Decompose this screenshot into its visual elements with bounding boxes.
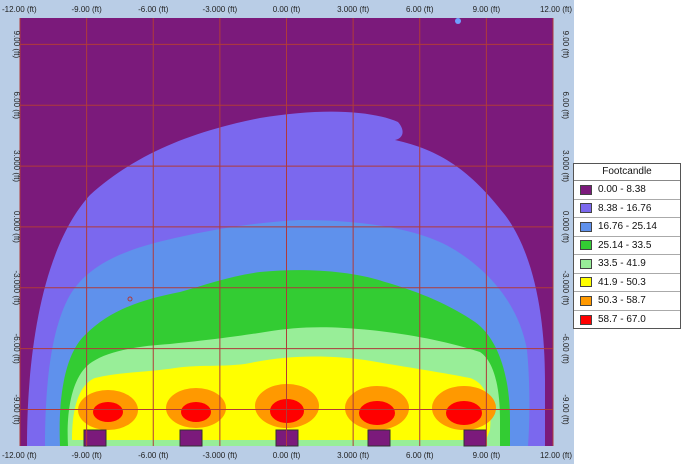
y-tick-left-0: 9.00 (ft) [12, 31, 21, 59]
luminaire-1 [83, 429, 107, 447]
y-tick-left-1: 6.00 (ft) [12, 91, 21, 119]
illuminance-contour-plot: -12.00 (ft) -9.00 (ft) -6.00 (ft) -3.000 (f… [0, 0, 574, 464]
x-tick-bottom-6: 6.00 (ft) [406, 451, 434, 460]
legend-item: 0.00 - 8.38 [574, 181, 680, 200]
legend-range-label: 41.9 - 50.3 [598, 276, 646, 288]
y-tick-right-3: 0.000 (ft) [561, 211, 570, 243]
y-tick-left-6: -9.00 (ft) [12, 394, 21, 425]
x-tick-bottom-4: 0.00 (ft) [273, 451, 301, 460]
x-tick-top-7: 9.00 (ft) [473, 5, 501, 14]
footcandle-legend: Footcandle 0.00 - 8.38 8.38 - 16.76 16.76 … [573, 163, 681, 329]
legend-item: 50.3 - 58.7 [574, 292, 680, 311]
x-tick-top-2: -6.00 (ft) [138, 5, 169, 14]
marker-dot-left [127, 296, 133, 302]
x-axis-bottom-ticks: -12.00 (ft) -9.00 (ft) -6.00 (ft) -3.000 (f… [2, 451, 572, 460]
y-tick-right-6: -9.00 (ft) [561, 394, 570, 425]
legend-range-label: 33.5 - 41.9 [598, 258, 646, 270]
luminaire-2 [179, 429, 203, 447]
x-tick-bottom-0: -12.00 (ft) [2, 451, 37, 460]
y-tick-right-2: 3.000 (ft) [561, 150, 570, 182]
legend-range-label: 58.7 - 67.0 [598, 314, 646, 326]
legend-range-label: 25.14 - 33.5 [598, 239, 652, 251]
legend-swatch [580, 295, 592, 306]
x-tick-bottom-1: -9.00 (ft) [72, 451, 103, 460]
legend-item: 58.7 - 67.0 [574, 311, 680, 330]
x-tick-bottom-3: -3.000 (ft) [203, 451, 238, 460]
x-axis-top-ticks: -12.00 (ft) -9.00 (ft) -6.00 (ft) -3.000 (f… [2, 5, 572, 14]
x-tick-top-6: 6.00 (ft) [406, 5, 434, 14]
x-tick-bottom-7: 9.00 (ft) [473, 451, 501, 460]
legend-swatch [580, 240, 592, 251]
legend-item: 8.38 - 16.76 [574, 200, 680, 218]
marker-dot-top [455, 18, 461, 24]
y-axis-left-ticks: 9.00 (ft) 6.00 (ft) 3.000 (ft) 0.000 (ft) -3… [12, 31, 21, 425]
contour-map: -12.00 (ft) -9.00 (ft) -6.00 (ft) -3.000 (f… [0, 0, 574, 464]
y-tick-right-4: -3.000 (ft) [561, 270, 570, 305]
legend-item: 25.14 - 33.5 [574, 237, 680, 255]
legend-item: 41.9 - 50.3 [574, 274, 680, 292]
grid-lines [19, 18, 554, 446]
x-tick-top-5: 3.000 (ft) [337, 5, 369, 14]
hotspot-red-5 [446, 401, 482, 425]
legend-range-label: 16.76 - 25.14 [598, 221, 657, 233]
x-tick-bottom-8: 12.00 (ft) [540, 451, 572, 460]
legend-item: 33.5 - 41.9 [574, 255, 680, 274]
y-tick-left-2: 3.000 (ft) [12, 150, 21, 182]
y-tick-left-4: -3.000 (ft) [12, 270, 21, 305]
legend-swatch [580, 314, 592, 325]
legend-rows: 0.00 - 8.38 8.38 - 16.76 16.76 - 25.14 25.1… [574, 181, 680, 329]
legend-swatch [580, 277, 592, 288]
x-tick-top-4: 0.00 (ft) [273, 5, 301, 14]
y-tick-right-5: -6.00 (ft) [561, 334, 570, 365]
hotspot-red-4 [359, 401, 395, 425]
x-tick-bottom-5: 3.000 (ft) [337, 451, 369, 460]
legend-swatch [580, 221, 592, 232]
legend-swatch [580, 184, 592, 195]
x-tick-top-1: -9.00 (ft) [72, 5, 103, 14]
x-tick-top-0: -12.00 (ft) [2, 5, 37, 14]
luminaire-5 [463, 429, 487, 447]
legend-range-label: 8.38 - 16.76 [598, 202, 652, 214]
x-tick-top-8: 12.00 (ft) [540, 5, 572, 14]
legend-title: Footcandle [574, 164, 680, 181]
y-axis-right-ticks: 9.00 (ft) 6.00 (ft) 3.000 (ft) 0.000 (ft) -3… [561, 31, 570, 425]
legend-range-label: 50.3 - 58.7 [598, 295, 646, 307]
legend-swatch [580, 203, 592, 214]
y-tick-right-0: 9.00 (ft) [561, 31, 570, 59]
legend-item: 16.76 - 25.14 [574, 218, 680, 237]
x-tick-top-3: -3.000 (ft) [203, 5, 238, 14]
y-tick-right-1: 6.00 (ft) [561, 91, 570, 119]
luminaire-4 [367, 429, 391, 447]
legend-range-label: 0.00 - 8.38 [598, 184, 646, 196]
y-tick-left-3: 0.000 (ft) [12, 211, 21, 243]
legend-swatch [580, 258, 592, 269]
hotspot-red-2 [181, 402, 211, 422]
hotspot-red-1 [93, 402, 123, 422]
y-tick-left-5: -6.00 (ft) [12, 334, 21, 365]
x-tick-bottom-2: -6.00 (ft) [138, 451, 169, 460]
